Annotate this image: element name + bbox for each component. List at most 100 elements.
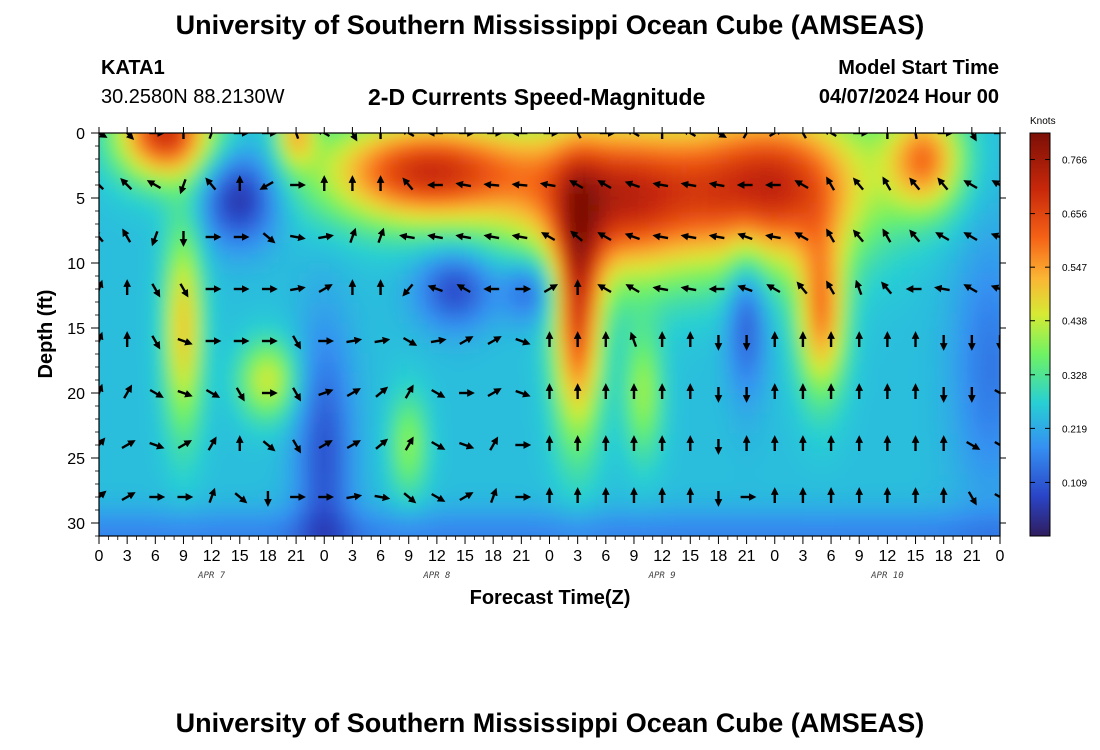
current-arrow — [205, 388, 221, 398]
current-arrow — [935, 232, 950, 242]
current-arrow — [151, 335, 161, 350]
current-arrow — [120, 178, 133, 191]
current-arrow — [963, 232, 978, 242]
current-arrow — [826, 228, 836, 243]
y-tick-label: 30 — [67, 516, 85, 533]
station-coordinates: 30.2580N 88.2130W — [101, 86, 285, 108]
current-arrow — [99, 279, 104, 293]
x-tick-label: 21 — [963, 548, 981, 565]
current-arrow — [179, 283, 189, 298]
current-arrow — [427, 284, 443, 293]
current-arrow — [597, 180, 612, 190]
current-arrow — [458, 441, 475, 450]
current-arrow — [123, 384, 133, 399]
x-tick-label: 0 — [320, 548, 329, 565]
current-arrow — [625, 284, 640, 294]
x-tick-label: 21 — [738, 548, 756, 565]
current-arrow — [652, 180, 669, 189]
x-tick-label: 18 — [935, 548, 953, 565]
current-arrow — [99, 178, 105, 191]
current-arrow — [177, 440, 192, 450]
current-arrow — [402, 177, 414, 191]
current-arrow — [881, 281, 893, 295]
x-tick-label: 21 — [512, 548, 530, 565]
current-arrow — [259, 180, 274, 190]
current-arrow — [852, 177, 864, 191]
current-arrow — [455, 180, 472, 189]
current-arrow — [235, 387, 245, 402]
current-arrow — [459, 336, 474, 346]
x-tick-label: 21 — [287, 548, 305, 565]
current-arrow — [629, 331, 638, 348]
current-arrow — [456, 284, 471, 294]
current-arrow — [540, 232, 556, 242]
current-arrow — [796, 281, 808, 295]
current-arrow — [349, 227, 357, 244]
heatmap-field — [99, 133, 1000, 536]
y-tick-label: 0 — [76, 126, 85, 143]
current-arrow — [346, 336, 363, 345]
current-arrow — [737, 284, 753, 293]
current-arrow — [151, 283, 161, 298]
current-arrow — [826, 280, 836, 295]
current-arrow — [400, 133, 415, 138]
x-tick-label: 18 — [259, 548, 277, 565]
current-arrow — [205, 177, 217, 191]
x-tick-label: 3 — [573, 548, 582, 565]
current-arrow — [177, 337, 193, 346]
colorbar-tick-label: 0.547 — [1062, 263, 1087, 274]
y-tick-label: 25 — [67, 451, 85, 468]
y-tick-label: 10 — [67, 256, 85, 273]
current-arrow — [427, 232, 443, 241]
current-arrow — [150, 230, 159, 247]
current-arrow — [882, 176, 892, 191]
current-arrow — [346, 440, 361, 450]
axes: 0 3 6 9 12 15 18 21 0 3 6 9 12 15 18 21 0 3 6 9 12 15 18 21 0 3 6 9… — [67, 126, 1006, 581]
current-arrow — [262, 440, 276, 452]
x-tick-label: 3 — [348, 548, 357, 565]
current-arrow — [99, 383, 104, 397]
x-tick-label: 9 — [855, 548, 864, 565]
current-arrow — [149, 388, 164, 398]
current-arrow — [375, 438, 389, 450]
current-arrow — [569, 180, 584, 190]
current-arrow — [455, 232, 472, 241]
date-label: APR 8 — [422, 571, 450, 581]
current-arrow — [487, 336, 502, 346]
current-arrow — [909, 177, 921, 191]
current-arrow — [149, 441, 165, 450]
current-arrow — [797, 133, 807, 139]
current-arrow — [208, 133, 213, 140]
current-arrow — [122, 228, 132, 243]
current-arrow — [914, 133, 918, 140]
current-arrow — [570, 230, 584, 242]
current-arrow — [624, 180, 641, 189]
colorbar-gradient — [1029, 132, 1051, 537]
y-tick-label: 20 — [67, 386, 85, 403]
current-arrow — [543, 284, 559, 294]
x-tick-label: 0 — [95, 548, 104, 565]
y-axis-title: Depth (ft) — [35, 290, 57, 379]
current-arrow — [294, 133, 300, 140]
current-arrow — [652, 232, 669, 241]
x-tick-label: 0 — [996, 548, 1005, 565]
current-arrow — [374, 493, 391, 502]
current-arrow — [374, 336, 391, 345]
current-arrow — [966, 440, 981, 450]
current-arrow — [146, 180, 162, 190]
current-arrow — [125, 133, 135, 140]
current-arrow — [515, 337, 531, 346]
model-start-time: 04/07/2024 Hour 00 — [818, 86, 999, 108]
current-arrow — [99, 331, 104, 345]
current-arrow — [483, 180, 500, 189]
x-tick-label: 9 — [404, 548, 413, 565]
date-label: APR 10 — [870, 571, 904, 581]
chart-title: University of Southern Mississippi Ocean… — [175, 10, 925, 40]
colorbar-tick-label: 0.219 — [1062, 424, 1087, 435]
chart-subtitle: 2-D Currents Speed-Magnitude — [368, 84, 706, 110]
x-tick-label: 12 — [203, 548, 221, 565]
current-arrow — [403, 492, 417, 504]
x-tick-label: 12 — [653, 548, 671, 565]
current-arrow — [708, 180, 725, 189]
current-vectors — [99, 133, 1000, 507]
